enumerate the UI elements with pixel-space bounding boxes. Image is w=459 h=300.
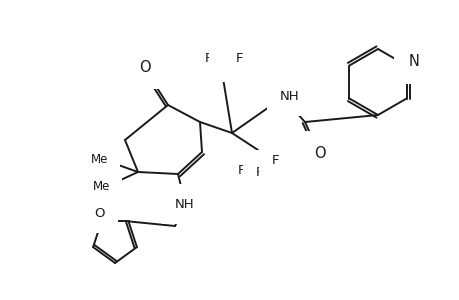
Text: F: F	[256, 166, 263, 178]
Text: F: F	[204, 53, 211, 67]
Text: F: F	[234, 56, 241, 68]
Text: O: O	[313, 146, 325, 160]
Text: O: O	[94, 207, 105, 220]
Text: F: F	[236, 52, 243, 64]
Text: Me: Me	[93, 181, 111, 194]
Text: F: F	[272, 154, 279, 166]
Text: Me: Me	[91, 152, 108, 166]
Text: N: N	[407, 54, 418, 69]
Text: F: F	[221, 47, 228, 61]
Text: F: F	[205, 52, 212, 64]
Text: F: F	[238, 164, 245, 176]
Text: O: O	[139, 59, 151, 74]
Text: F: F	[222, 44, 229, 56]
Text: NH: NH	[175, 197, 195, 211]
Text: NH: NH	[280, 89, 299, 103]
